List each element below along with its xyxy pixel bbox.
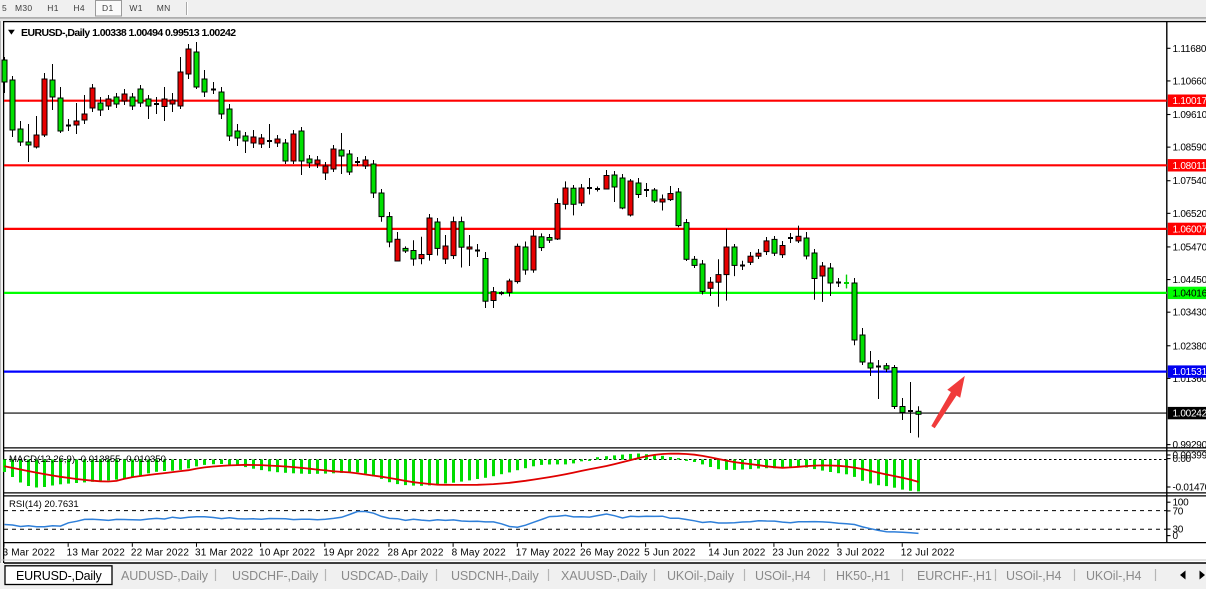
svg-text:USOil-,H4: USOil-,H4 (1006, 569, 1062, 583)
svg-text:1.06520: 1.06520 (1173, 209, 1206, 220)
svg-text:1.08590: 1.08590 (1173, 143, 1206, 154)
svg-text:1.01531: 1.01531 (1173, 367, 1206, 378)
svg-text:1.04016: 1.04016 (1173, 288, 1206, 299)
svg-text:5: 5 (2, 3, 7, 13)
svg-text:RSI(14) 20.7631: RSI(14) 20.7631 (9, 499, 79, 510)
svg-text:1.09610: 1.09610 (1173, 110, 1206, 121)
svg-text:70: 70 (1173, 506, 1184, 517)
svg-text:1.05470: 1.05470 (1173, 242, 1206, 253)
svg-text:1.03430: 1.03430 (1173, 308, 1206, 319)
svg-text:31 Mar 2022: 31 Mar 2022 (195, 547, 254, 558)
svg-text:EURUSD-,Daily: EURUSD-,Daily (16, 569, 103, 583)
svg-text:1.08011: 1.08011 (1173, 161, 1206, 172)
svg-text:5 Jun 2022: 5 Jun 2022 (644, 547, 696, 558)
svg-text:-0.01470: -0.01470 (1173, 483, 1206, 494)
svg-text:1.10660: 1.10660 (1173, 76, 1206, 87)
svg-text:3 Jul 2022: 3 Jul 2022 (837, 547, 885, 558)
svg-text:23 Jun 2022: 23 Jun 2022 (772, 547, 829, 558)
svg-text:XAUUSD-,Daily: XAUUSD-,Daily (561, 569, 648, 583)
svg-text:14 Jun 2022: 14 Jun 2022 (708, 547, 765, 558)
svg-text:1.06007: 1.06007 (1173, 224, 1206, 235)
svg-text:H1: H1 (47, 3, 58, 13)
svg-text:1.07540: 1.07540 (1173, 176, 1206, 187)
svg-text:W1: W1 (129, 3, 142, 13)
svg-text:0.99290: 0.99290 (1173, 440, 1206, 451)
svg-text:17 May 2022: 17 May 2022 (516, 547, 576, 558)
svg-text:D1: D1 (102, 3, 113, 13)
svg-text:H4: H4 (73, 3, 84, 13)
svg-text:M30: M30 (15, 3, 32, 13)
svg-text:1.00242: 1.00242 (1173, 409, 1206, 420)
svg-text:EURCHF-,H1: EURCHF-,H1 (917, 569, 992, 583)
svg-text:USOil-,H4: USOil-,H4 (755, 569, 811, 583)
svg-text:1.01360: 1.01360 (1173, 374, 1206, 385)
svg-text:UKOil-,H4: UKOil-,H4 (1086, 569, 1142, 583)
svg-text:30: 30 (1173, 525, 1184, 536)
svg-text:1.10017: 1.10017 (1173, 96, 1206, 107)
svg-text:0.00: 0.00 (1173, 454, 1192, 465)
svg-text:HK50-,H1: HK50-,H1 (836, 569, 890, 583)
svg-text:22 Mar 2022: 22 Mar 2022 (131, 547, 190, 558)
svg-text:USDCNH-,Daily: USDCNH-,Daily (451, 569, 539, 583)
svg-text:3 Mar 2022: 3 Mar 2022 (3, 547, 56, 558)
svg-text:12 Jul 2022: 12 Jul 2022 (901, 547, 955, 558)
svg-text:8 May 2022: 8 May 2022 (452, 547, 506, 558)
svg-text:EURUSD-,Daily 1.00338 1.00494: EURUSD-,Daily 1.00338 1.00494 0.99513 1.… (21, 27, 236, 39)
svg-text:UKOil-,Daily: UKOil-,Daily (667, 569, 735, 583)
svg-text:AUDUSD-,Daily: AUDUSD-,Daily (121, 569, 209, 583)
svg-text:26 May 2022: 26 May 2022 (580, 547, 640, 558)
svg-text:0: 0 (1173, 531, 1179, 542)
svg-text:MN: MN (157, 3, 171, 13)
svg-text:MACD(12,26,9) -0.013855 -0.010: MACD(12,26,9) -0.013855 -0.010350 (9, 454, 166, 465)
svg-text:0.00399: 0.00399 (1173, 451, 1206, 462)
svg-text:19 Apr 2022: 19 Apr 2022 (323, 547, 379, 558)
svg-text:13 Mar 2022: 13 Mar 2022 (67, 547, 126, 558)
svg-text:28 Apr 2022: 28 Apr 2022 (387, 547, 443, 558)
svg-text:1.02380: 1.02380 (1173, 341, 1206, 352)
svg-text:1.11680: 1.11680 (1173, 44, 1206, 55)
svg-text:100: 100 (1173, 498, 1190, 509)
svg-text:1.04450: 1.04450 (1173, 275, 1206, 286)
svg-text:USDCAD-,Daily: USDCAD-,Daily (341, 569, 429, 583)
svg-text:USDCHF-,Daily: USDCHF-,Daily (232, 569, 319, 583)
svg-text:10 Apr 2022: 10 Apr 2022 (259, 547, 315, 558)
